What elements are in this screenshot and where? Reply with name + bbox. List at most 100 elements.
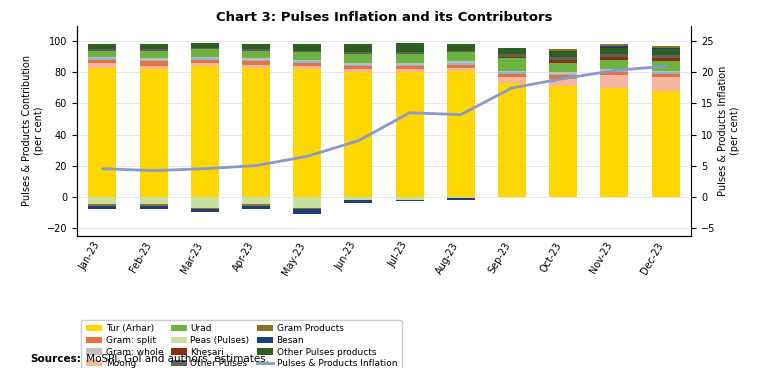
Bar: [88, 59, 117, 60]
Bar: [88, 60, 117, 63]
Bar: [498, 57, 526, 59]
Bar: [549, 86, 578, 197]
Bar: [549, 63, 578, 72]
Y-axis label: Pulses & Products Inflation
(per cent): Pulses & Products Inflation (per cent): [718, 66, 740, 196]
Bar: [190, 208, 219, 209]
Bar: [396, 197, 424, 200]
Bar: [549, 60, 578, 63]
Bar: [344, 45, 372, 52]
Bar: [498, 71, 526, 72]
Bar: [601, 75, 628, 88]
Bar: [601, 88, 628, 197]
Bar: [498, 83, 526, 197]
Bar: [242, 45, 270, 49]
Bar: [549, 72, 578, 74]
Bar: [651, 77, 680, 91]
Bar: [140, 45, 167, 49]
Bar: [601, 45, 628, 46]
Bar: [140, 197, 167, 205]
Bar: [242, 197, 270, 205]
Bar: [601, 71, 628, 72]
Bar: [447, 51, 475, 52]
Bar: [396, 66, 424, 69]
Bar: [344, 200, 372, 203]
Bar: [293, 69, 321, 197]
Bar: [344, 54, 372, 63]
Bar: [498, 74, 526, 77]
Bar: [190, 43, 219, 47]
Bar: [140, 66, 167, 69]
Bar: [88, 206, 117, 209]
Bar: [190, 63, 219, 66]
Bar: [242, 68, 270, 197]
Bar: [651, 71, 680, 72]
Bar: [396, 52, 424, 54]
Bar: [651, 46, 680, 47]
Bar: [549, 51, 578, 57]
Bar: [651, 55, 680, 59]
Bar: [293, 209, 321, 214]
Bar: [601, 69, 628, 71]
Bar: [242, 59, 270, 60]
Bar: [498, 59, 526, 71]
Bar: [447, 65, 475, 68]
Bar: [601, 46, 628, 47]
Bar: [549, 57, 578, 60]
Bar: [549, 79, 578, 86]
Bar: [88, 205, 117, 206]
Bar: [396, 63, 424, 65]
Bar: [447, 71, 475, 197]
Bar: [242, 61, 270, 65]
Bar: [88, 51, 117, 57]
Bar: [651, 59, 680, 61]
Bar: [344, 52, 372, 54]
Bar: [88, 63, 117, 68]
Bar: [549, 75, 578, 79]
Bar: [498, 72, 526, 74]
Text: MoSPI, GoI and authors’ estimates.: MoSPI, GoI and authors’ estimates.: [83, 354, 269, 364]
Bar: [344, 65, 372, 66]
Bar: [242, 51, 270, 59]
Bar: [293, 45, 321, 51]
Bar: [190, 209, 219, 212]
Bar: [140, 205, 167, 206]
Bar: [242, 60, 270, 61]
Bar: [651, 74, 680, 77]
Bar: [344, 63, 372, 65]
Bar: [242, 65, 270, 68]
Bar: [140, 49, 167, 51]
Bar: [498, 77, 526, 83]
Bar: [140, 60, 167, 61]
Bar: [396, 43, 424, 52]
Bar: [140, 61, 167, 66]
Bar: [242, 206, 270, 209]
Y-axis label: Pulses & Products Contribution
(per cent): Pulses & Products Contribution (per cent…: [22, 55, 44, 206]
Bar: [344, 197, 372, 200]
Bar: [601, 57, 628, 60]
Bar: [396, 54, 424, 63]
Bar: [190, 47, 219, 49]
Bar: [190, 197, 219, 208]
Bar: [344, 69, 372, 72]
Legend: Tur (Arhar), Gram: split, Gram: whole, Moong, Masur, Urad, Peas (Pulses), Khesar: Tur (Arhar), Gram: split, Gram: whole, M…: [81, 320, 402, 368]
Bar: [242, 205, 270, 206]
Bar: [396, 69, 424, 72]
Bar: [140, 69, 167, 197]
Bar: [651, 61, 680, 71]
Bar: [190, 59, 219, 60]
Bar: [651, 47, 680, 49]
Bar: [344, 66, 372, 69]
Bar: [651, 49, 680, 55]
Bar: [88, 49, 117, 51]
Bar: [447, 61, 475, 63]
Bar: [601, 47, 628, 54]
Bar: [651, 91, 680, 197]
Bar: [396, 200, 424, 201]
Bar: [293, 197, 321, 208]
Bar: [88, 57, 117, 59]
Bar: [447, 63, 475, 65]
Bar: [549, 74, 578, 75]
Bar: [498, 47, 526, 54]
Bar: [447, 197, 475, 198]
Bar: [190, 49, 219, 57]
